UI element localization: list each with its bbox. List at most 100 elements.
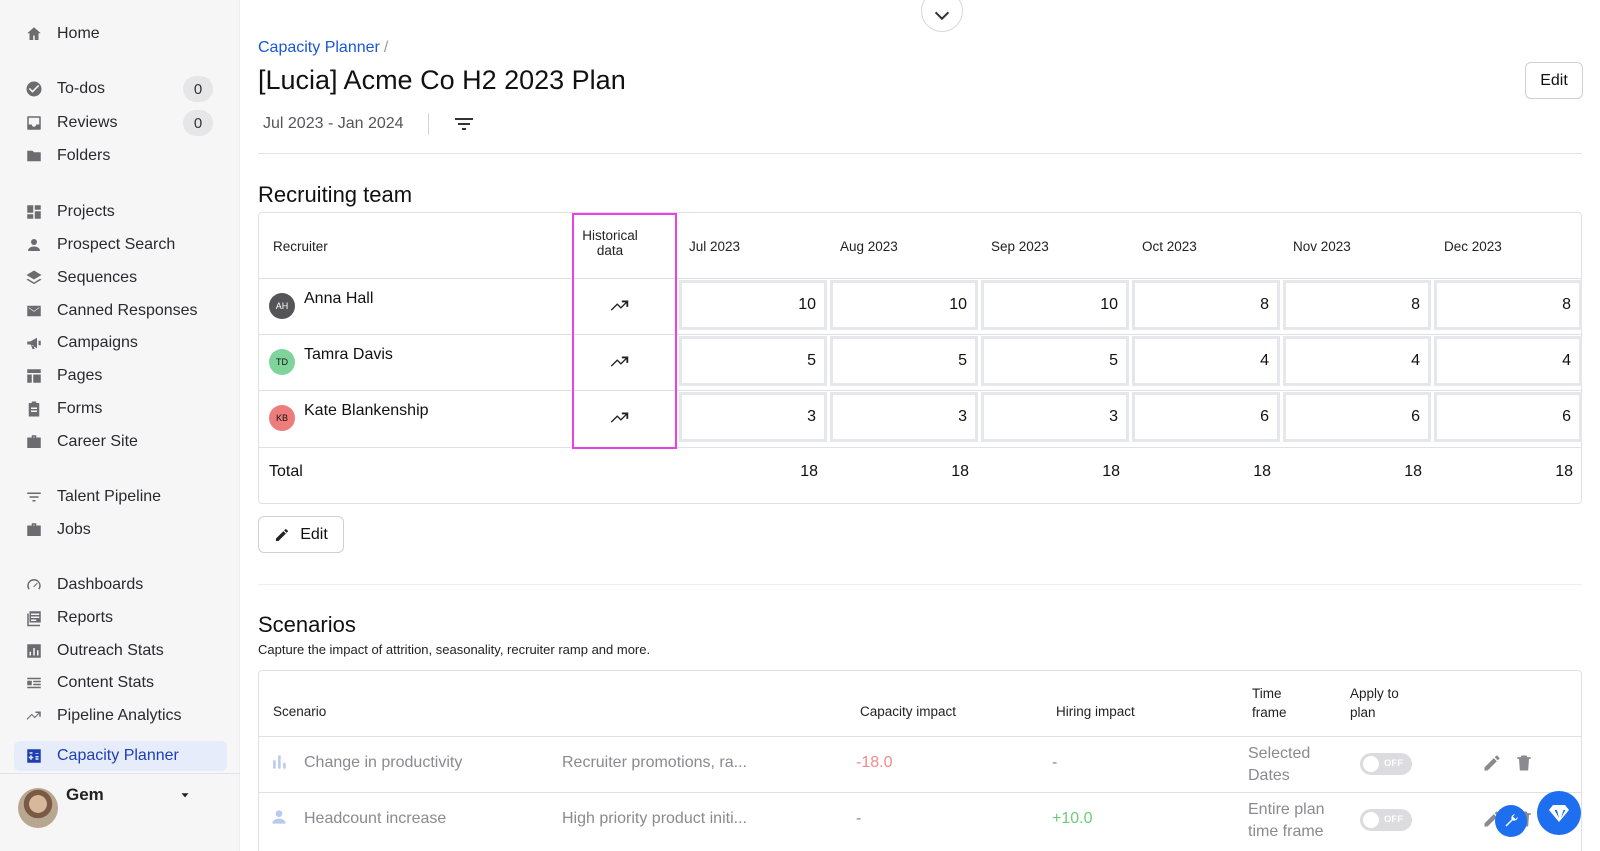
sidebar-item-todos[interactable]: To-dos 0 — [14, 74, 227, 104]
user-menu[interactable]: Gem — [0, 773, 240, 851]
wrench-button[interactable] — [1495, 805, 1527, 837]
trending-up-icon[interactable] — [609, 295, 631, 317]
user-name: Gem — [66, 785, 104, 804]
edit-recruiting-button[interactable]: Edit — [258, 516, 344, 553]
capacity-cell[interactable]: 8 — [1434, 280, 1582, 330]
sidebar-item-label: Reports — [57, 609, 114, 626]
pencil-icon — [276, 528, 289, 541]
scenarios-table: Scenario Capacity impact Hiring impact T… — [258, 670, 1582, 851]
sidebar-item-label: Campaigns — [57, 334, 138, 351]
trash-icon[interactable] — [1514, 753, 1534, 773]
capacity-cell[interactable]: 10 — [981, 280, 1129, 330]
briefcase-icon — [24, 432, 44, 452]
collapse-toggle-button[interactable] — [921, 0, 963, 32]
sidebar-item-label: Jobs — [57, 521, 91, 538]
caret-down-icon[interactable] — [178, 788, 192, 802]
row-divider — [259, 278, 1581, 279]
sidebar-item-pipeline-analytics[interactable]: Pipeline Analytics — [14, 701, 227, 731]
recruiter-name: Kate Blankenship — [304, 402, 429, 419]
check-circle-icon — [24, 79, 44, 99]
sidebar-item-capacity-planner[interactable]: Capacity Planner — [14, 741, 227, 771]
sidebar-item-label: Outreach Stats — [57, 642, 164, 659]
capacity-cell[interactable]: 5 — [981, 336, 1129, 386]
chevron-down-icon — [934, 11, 950, 21]
pencil-icon[interactable] — [1482, 753, 1502, 773]
total-value: 18 — [1555, 463, 1573, 480]
user-avatar — [18, 788, 58, 828]
sidebar-item-forms[interactable]: Forms — [14, 394, 227, 424]
capacity-cell[interactable]: 3 — [830, 392, 978, 442]
totals-row: 18 18 18 18 18 18 — [679, 463, 1585, 481]
sidebar-item-sequences[interactable]: Sequences — [14, 263, 227, 293]
person-icon — [269, 807, 289, 827]
bar-chart-icon — [269, 752, 289, 772]
scenario-name[interactable]: Change in productivity — [304, 754, 463, 771]
capacity-cell[interactable]: 3 — [679, 392, 827, 442]
date-range[interactable]: Jul 2023 - Jan 2024 — [263, 115, 404, 132]
capacity-cell[interactable]: 3 — [981, 392, 1129, 442]
capacity-cell[interactable]: 4 — [1434, 336, 1582, 386]
mail-icon — [24, 301, 44, 321]
sidebar-item-label: Prospect Search — [57, 236, 176, 253]
sidebar-item-talent-pipeline[interactable]: Talent Pipeline — [14, 482, 227, 512]
capacity-cell[interactable]: 10 — [830, 280, 978, 330]
bar-chart-icon — [24, 641, 44, 661]
folder-icon — [24, 146, 44, 166]
page-title: [Lucia] Acme Co H2 2023 Plan — [258, 65, 626, 95]
sidebar-item-label: Projects — [57, 203, 115, 220]
capacity-cell[interactable]: 5 — [830, 336, 978, 386]
apply-to-plan-toggle[interactable]: OFF — [1360, 809, 1412, 831]
historical-data-highlight — [572, 213, 677, 449]
trending-up-icon[interactable] — [609, 351, 631, 373]
sidebar-item-folders[interactable]: Folders — [14, 141, 227, 171]
column-header-hiring-impact: Hiring impact — [1056, 704, 1135, 719]
trending-up-icon[interactable] — [609, 407, 631, 429]
breadcrumb: Capacity Planner / — [258, 39, 388, 57]
sidebar-item-reports[interactable]: Reports — [14, 603, 227, 633]
filter-icon[interactable] — [452, 112, 476, 136]
sidebar-item-prospect-search[interactable]: Prospect Search — [14, 230, 227, 260]
sidebar-item-content-stats[interactable]: Content Stats — [14, 668, 227, 698]
sidebar-item-label: Forms — [57, 400, 103, 417]
megaphone-icon — [24, 333, 44, 353]
capacity-cell[interactable]: 6 — [1434, 392, 1582, 442]
sidebar-item-outreach-stats[interactable]: Outreach Stats — [14, 636, 227, 666]
capacity-cell[interactable]: 4 — [1132, 336, 1280, 386]
edit-plan-button[interactable]: Edit — [1525, 62, 1583, 99]
capacity-cell[interactable]: 6 — [1283, 392, 1431, 442]
sidebar-item-label: Sequences — [57, 269, 138, 286]
apply-to-plan-toggle[interactable]: OFF — [1360, 753, 1412, 775]
capacity-cell[interactable]: 5 — [679, 336, 827, 386]
scenarios-title: Scenarios — [258, 612, 356, 637]
sidebar-item-pages[interactable]: Pages — [14, 361, 227, 391]
capacity-cell[interactable]: 8 — [1283, 280, 1431, 330]
total-label: Total — [269, 463, 303, 480]
report-icon — [24, 608, 44, 628]
breadcrumb-link[interactable]: Capacity Planner — [258, 39, 380, 56]
sidebar-item-reviews[interactable]: Reviews 0 — [14, 108, 227, 138]
sidebar-item-label: Folders — [57, 147, 111, 164]
gem-assistant-button[interactable] — [1537, 791, 1581, 835]
content-list-icon — [24, 673, 44, 693]
capacity-cell[interactable]: 10 — [679, 280, 827, 330]
capacity-impact-value: -18.0 — [856, 754, 893, 771]
time-frame-value: Entire plan time frame — [1248, 801, 1325, 840]
sidebar-item-jobs[interactable]: Jobs — [14, 515, 227, 545]
pencil-icon[interactable] — [1482, 809, 1502, 829]
sidebar-item-canned-responses[interactable]: Canned Responses — [14, 296, 227, 326]
column-header-scenario: Scenario — [273, 704, 327, 719]
sidebar-item-dashboards[interactable]: Dashboards — [14, 570, 227, 600]
scenario-name[interactable]: Headcount increase — [304, 810, 447, 827]
capacity-cell[interactable]: 8 — [1132, 280, 1280, 330]
sidebar-item-campaigns[interactable]: Campaigns — [14, 328, 227, 358]
reviews-count-badge: 0 — [183, 110, 213, 136]
hiring-impact-value: +10.0 — [1052, 810, 1093, 827]
sidebar-item-home[interactable]: Home — [14, 19, 227, 49]
sidebar-item-career-site[interactable]: Career Site — [14, 427, 227, 457]
sidebar-item-projects[interactable]: Projects — [14, 197, 227, 227]
capacity-cell[interactable]: 6 — [1132, 392, 1280, 442]
sidebar-item-label: Capacity Planner — [57, 747, 179, 764]
todos-count-badge: 0 — [183, 76, 213, 102]
capacity-cell[interactable]: 4 — [1283, 336, 1431, 386]
time-frame-value: Selected Dates — [1248, 745, 1311, 784]
